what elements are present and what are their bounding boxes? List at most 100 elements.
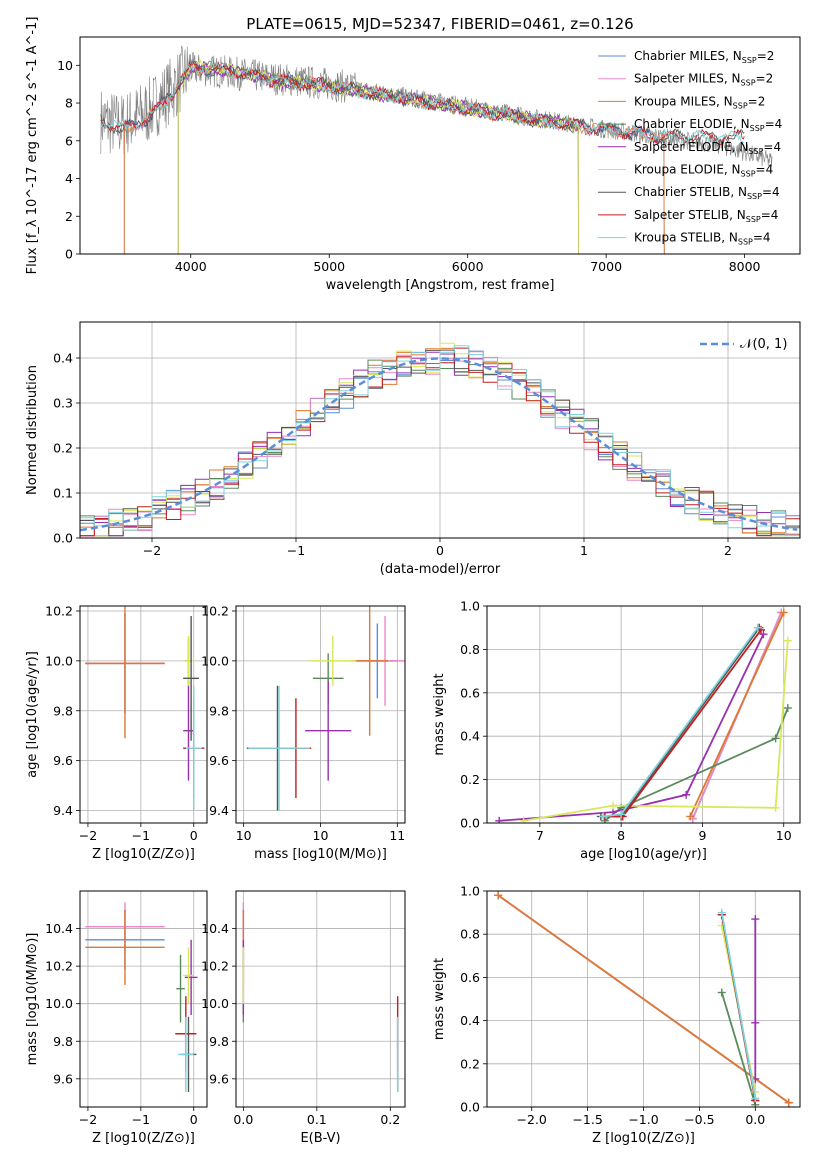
x-axis-label: Z [log10(Z/Z⊙)] — [592, 1131, 695, 1146]
y-tick-label: 9.6 — [209, 753, 229, 768]
panel-spectrum: 4000 5000 6000 7000 8000 0 2 4 6 8 10 wavelength [A… — [25, 17, 801, 293]
y-tick-label: 0.0 — [53, 531, 73, 546]
model-spectrum-kroupa-stelib — [100, 60, 745, 145]
y-axis-label: Normed distribution — [25, 365, 40, 495]
x-tick-label: −2 — [79, 1112, 97, 1127]
y-axis-label: mass [log10(M/M⊙)] — [25, 933, 40, 1066]
y-tick-label: 9.8 — [53, 703, 73, 718]
y-tick-label: 0.6 — [460, 970, 480, 985]
x-tick-label: −1 — [287, 543, 305, 558]
x-tick-label: 7000 — [590, 259, 622, 274]
figure-title: PLATE=0615, MJD=52347, FIBERID=0461, z=0… — [246, 15, 633, 33]
legend-label: Salpeter ELODIE, NSSP=4 — [634, 140, 781, 156]
y-tick-label: 1.0 — [460, 599, 480, 614]
x-tick-label: 0.1 — [307, 1112, 327, 1127]
axes-frame — [486, 890, 801, 1108]
y-tick-label: 10.2 — [201, 603, 229, 618]
axes-frame — [79, 605, 208, 824]
y-tick-label: 2 — [65, 209, 73, 224]
legend-label: Kroupa ELODIE, NSSP=4 — [634, 163, 773, 179]
y-axis-label: mass weight — [432, 958, 447, 1040]
x-tick-label: 0 — [190, 1112, 198, 1127]
y-tick-label: 0.0 — [460, 816, 480, 831]
panel-mass-vs-ebv: 0.0 0.1 0.2 9.6 9.8 10.0 10.2 10.4 E(B-V) — [201, 890, 406, 1146]
y-tick-label: 9.6 — [53, 753, 73, 768]
x-tick-label: 8 — [617, 828, 625, 843]
x-tick-label: 2 — [724, 543, 732, 558]
x-tick-label: 10 — [313, 828, 329, 843]
x-tick-label: −1 — [132, 1112, 150, 1127]
y-tick-label: 0.8 — [460, 642, 480, 657]
y-tick-label: 9.8 — [53, 1034, 73, 1049]
histogram-kroupa-stelib — [80, 345, 800, 537]
x-axis-label: (data-model)/error — [380, 562, 501, 577]
series-line-kroupa-miles — [689, 612, 785, 817]
panel-mass-vs-Z: −2 −1 0 9.6 9.8 10.0 10.2 10.4 Z [log10(Z/Z⊙)] ma… — [25, 890, 208, 1146]
y-tick-label: 10.0 — [201, 996, 229, 1011]
y-tick-label: 10.0 — [45, 653, 73, 668]
x-axis-label: wavelength [Angstrom, rest frame] — [326, 278, 555, 293]
plot-area — [100, 45, 773, 254]
y-axis-label: age [log10(age/yr)] — [25, 651, 40, 778]
legend-label: Chabrier STELIB, NSSP=4 — [634, 185, 780, 201]
x-tick-label: −2.0 — [517, 1112, 547, 1127]
model-spectrum-kroupa-elodie — [177, 58, 579, 254]
panel-age-vs-mass: 10 10 11 9.4 9.6 9.8 10.0 10.2 mass [log10(M/M⊙)… — [201, 603, 406, 862]
series-line-kroupa-stelib — [720, 912, 757, 1099]
y-tick-label: 10.0 — [201, 653, 229, 668]
plot-area — [85, 902, 198, 1092]
x-tick-label: 0.0 — [745, 1112, 765, 1127]
y-axis-label: mass weight — [432, 673, 447, 755]
y-tick-label: 9.6 — [209, 1071, 229, 1086]
y-tick-label: 6 — [65, 133, 73, 148]
y-tick-label: 10.0 — [45, 996, 73, 1011]
y-tick-label: 0.2 — [460, 772, 480, 787]
legend-label: Chabrier ELODIE, NSSP=4 — [634, 117, 782, 133]
y-tick-label: 10 — [57, 58, 73, 73]
series-line-kroupa-miles — [497, 894, 790, 1104]
y-tick-label: 10.4 — [201, 921, 229, 936]
plot-area — [80, 342, 800, 537]
panel-weight-vs-Z: −2.0 −1.5 −1.0 −0.5 0.0 0.0 0.2 0.4 0.6 0.8 1.0 Z [… — [432, 884, 801, 1146]
x-tick-label: −2 — [79, 828, 97, 843]
y-tick-label: 0.6 — [460, 685, 480, 700]
model-spectrum-chabrier-miles — [123, 59, 665, 254]
y-tick-label: 10.4 — [45, 921, 73, 936]
y-tick-label: 0.4 — [460, 729, 480, 744]
axes-frame — [79, 890, 208, 1108]
x-tick-label: −2 — [143, 543, 161, 558]
y-tick-label: 1.0 — [460, 884, 480, 899]
y-tick-label: 9.4 — [53, 803, 73, 818]
plot-area — [495, 608, 792, 823]
x-axis-label: mass [log10(M/M⊙)] — [254, 847, 387, 862]
plot-area — [246, 606, 405, 811]
y-tick-label: 9.8 — [209, 1034, 229, 1049]
x-tick-label: 7 — [536, 828, 544, 843]
x-tick-label: 10 — [236, 828, 252, 843]
plot-area — [242, 902, 399, 1092]
x-tick-label: 9 — [698, 828, 706, 843]
axes-frame — [235, 890, 406, 1108]
legend: 𝒩(0, 1) — [700, 337, 787, 352]
x-tick-label: 5000 — [313, 259, 345, 274]
x-tick-label: −1.5 — [572, 1112, 602, 1127]
y-tick-label: 0.4 — [53, 351, 73, 366]
series-line-kroupa-elodie — [523, 640, 789, 822]
y-tick-label: 0.3 — [53, 396, 73, 411]
x-tick-label: 8000 — [729, 259, 761, 274]
x-tick-label: 0 — [190, 828, 198, 843]
y-tick-label: 4 — [65, 171, 73, 186]
y-tick-label: 0.4 — [460, 1013, 480, 1028]
x-tick-label: −1.0 — [628, 1112, 658, 1127]
x-axis-label: Z [log10(Z/Z⊙)] — [92, 1131, 195, 1146]
legend-label: Kroupa STELIB, NSSP=4 — [634, 231, 771, 247]
y-tick-label: 10.2 — [45, 959, 73, 974]
y-tick-label: 9.6 — [53, 1071, 73, 1086]
x-tick-label: 1 — [580, 543, 588, 558]
axes-frame — [486, 605, 801, 824]
y-tick-label: 10.2 — [201, 959, 229, 974]
x-axis-label: Z [log10(Z/Z⊙)] — [92, 847, 195, 862]
y-tick-label: 8 — [65, 96, 73, 111]
x-axis-label: E(B-V) — [300, 1131, 340, 1146]
